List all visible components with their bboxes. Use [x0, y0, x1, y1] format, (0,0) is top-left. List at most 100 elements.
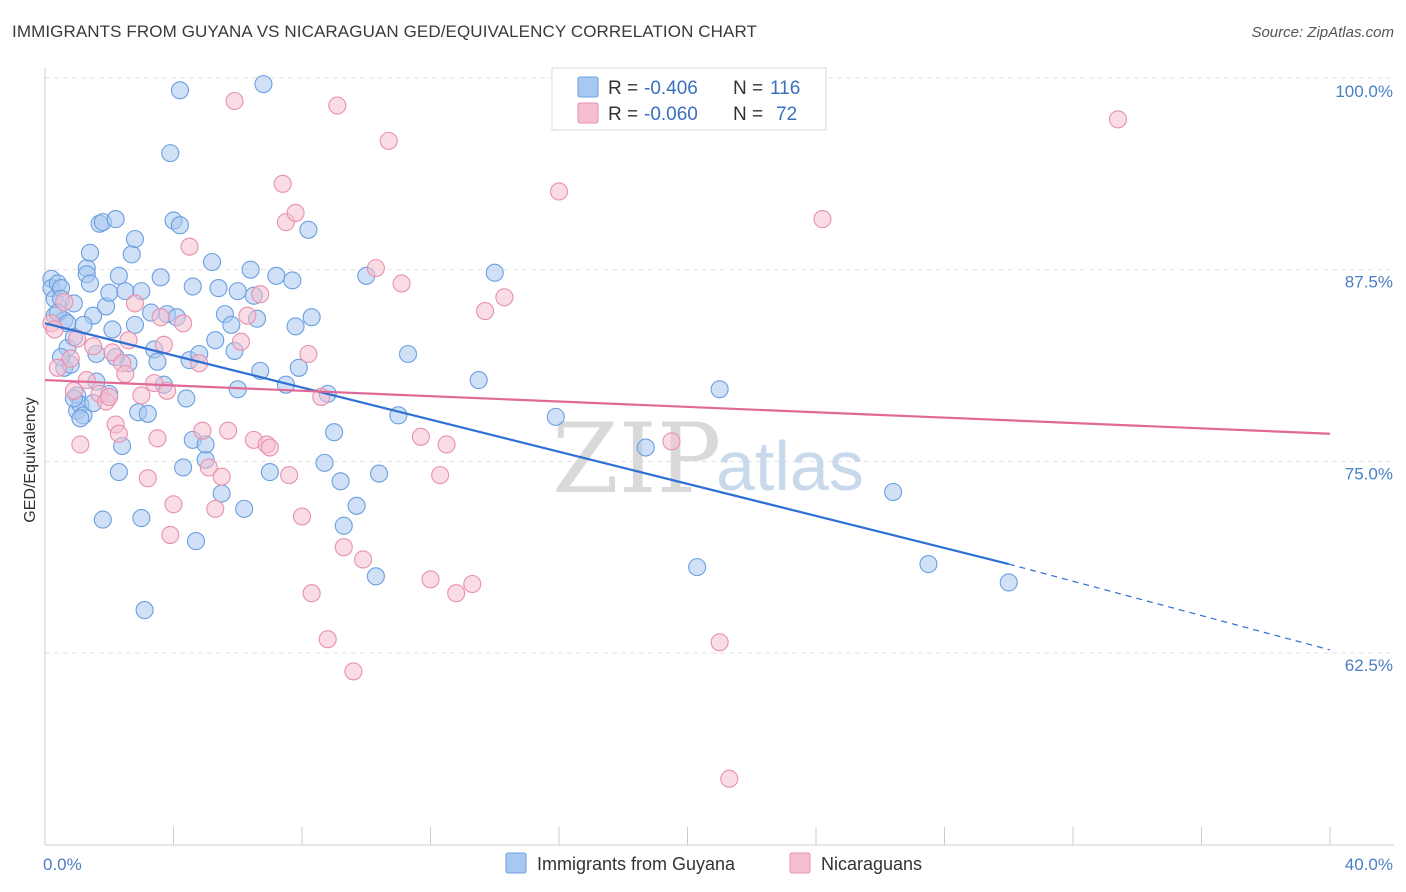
- point-guyana: [366, 567, 385, 586]
- point-nicaraguans: [344, 662, 363, 681]
- y-tick-label: 100.0%: [1335, 82, 1393, 101]
- point-nicaraguans: [251, 285, 270, 304]
- x-tick-label: 40.0%: [1345, 855, 1393, 874]
- point-guyana: [331, 472, 350, 491]
- point-nicaraguans: [180, 237, 199, 256]
- point-guyana: [80, 274, 100, 293]
- trend-line-guyana: [44, 322, 1010, 566]
- point-guyana: [235, 499, 254, 518]
- legend-r-label-guyana: R =: [608, 78, 638, 99]
- legend-r-value-nicaraguans: -0.060: [644, 104, 698, 125]
- point-nicaraguans: [411, 427, 430, 446]
- point-guyana: [135, 601, 154, 620]
- point-guyana: [161, 144, 180, 163]
- point-guyana: [183, 277, 202, 296]
- point-nicaraguans: [286, 203, 305, 222]
- axes: [44, 68, 1394, 846]
- point-guyana: [109, 266, 128, 285]
- point-nicaraguans: [421, 570, 440, 589]
- point-guyana: [203, 252, 222, 272]
- point-guyana: [347, 496, 366, 515]
- watermark-atlas: atlas: [716, 427, 864, 505]
- point-guyana: [148, 352, 167, 371]
- point-guyana: [106, 210, 125, 229]
- point-guyana: [999, 573, 1018, 592]
- point-nicaraguans: [720, 769, 739, 788]
- point-guyana: [254, 75, 273, 94]
- point-guyana: [370, 464, 389, 483]
- point-nicaraguans: [495, 288, 514, 307]
- point-nicaraguans: [219, 421, 238, 440]
- legend-r-value-guyana: -0.406: [644, 78, 698, 99]
- point-guyana: [469, 371, 488, 390]
- point-guyana: [212, 484, 231, 503]
- legend-n-value-nicaraguans: 72: [776, 104, 797, 125]
- point-nicaraguans: [132, 386, 151, 405]
- x-tick-label: 0.0%: [43, 855, 82, 874]
- y-tick-labels: 62.5% 75.0% 87.5% 100.0%: [1335, 82, 1393, 675]
- point-guyana: [688, 558, 707, 577]
- legend-n-label-guyana: N =: [733, 78, 763, 99]
- point-nicaraguans: [238, 306, 257, 325]
- point-nicaraguans: [392, 274, 411, 293]
- legend-n-label-nicaraguans: N =: [733, 104, 763, 125]
- point-nicaraguans: [161, 525, 180, 544]
- point-nicaraguans: [100, 387, 119, 406]
- legend-bottom: Immigrants from Guyana Nicaraguans: [505, 852, 922, 874]
- point-guyana: [919, 555, 938, 574]
- x-tick-labels: 0.0% 40.0%: [43, 855, 1393, 874]
- point-guyana: [71, 409, 90, 428]
- y-tick-label: 75.0%: [1345, 464, 1393, 483]
- point-guyana: [100, 283, 119, 302]
- point-nicaraguans: [328, 96, 347, 115]
- watermark: ZIP atlas: [552, 403, 864, 515]
- point-nicaraguans: [116, 364, 135, 383]
- point-nicaraguans: [273, 174, 292, 193]
- point-nicaraguans: [463, 574, 482, 594]
- trend-lines: [44, 322, 1331, 651]
- point-guyana: [228, 282, 247, 301]
- point-guyana: [109, 463, 128, 482]
- legend-bottom-swatch-guyana: [505, 852, 527, 874]
- point-guyana: [170, 81, 189, 100]
- point-nicaraguans: [476, 302, 495, 321]
- point-nicaraguans: [55, 292, 74, 311]
- point-guyana: [222, 315, 241, 334]
- legend-r-label-nicaraguans: R =: [608, 104, 638, 125]
- point-guyana: [80, 243, 100, 262]
- y-tick-label: 87.5%: [1345, 273, 1393, 292]
- point-guyana: [325, 423, 344, 442]
- gridlines: [45, 77, 1394, 654]
- point-nicaraguans: [48, 358, 67, 377]
- point-guyana: [710, 380, 729, 399]
- point-guyana: [209, 279, 228, 298]
- point-guyana: [636, 438, 655, 457]
- legend-bottom-label-guyana: Immigrants from Guyana: [537, 854, 736, 874]
- point-nicaraguans: [662, 432, 681, 451]
- point-nicaraguans: [353, 550, 373, 569]
- point-guyana: [138, 404, 157, 423]
- point-guyana: [125, 315, 144, 334]
- y-tick-label: 62.5%: [1345, 656, 1393, 675]
- legend-swatch-nicaraguans: [577, 102, 599, 124]
- point-guyana: [170, 216, 189, 235]
- legend-top: R = -0.406 N = 116 R = -0.060 N = 72: [551, 67, 827, 131]
- point-nicaraguans: [125, 294, 144, 313]
- point-nicaraguans: [212, 467, 231, 486]
- point-guyana: [151, 268, 170, 287]
- point-guyana: [260, 463, 279, 482]
- point-guyana: [283, 271, 302, 290]
- point-guyana: [186, 532, 206, 551]
- point-nicaraguans: [334, 538, 353, 557]
- point-guyana: [286, 317, 305, 336]
- source-label: Source: ZipAtlas.com: [1251, 24, 1394, 41]
- point-nicaraguans: [299, 344, 318, 364]
- point-guyana: [132, 509, 151, 528]
- point-nicaraguans: [174, 314, 193, 333]
- point-nicaraguans: [225, 91, 244, 111]
- point-nicaraguans: [260, 438, 279, 457]
- y-axis-label: GED/Equivalency: [22, 397, 39, 522]
- point-nicaraguans: [437, 435, 456, 454]
- point-nicaraguans: [431, 466, 450, 485]
- trend-line-nicaraguans: [44, 378, 1331, 435]
